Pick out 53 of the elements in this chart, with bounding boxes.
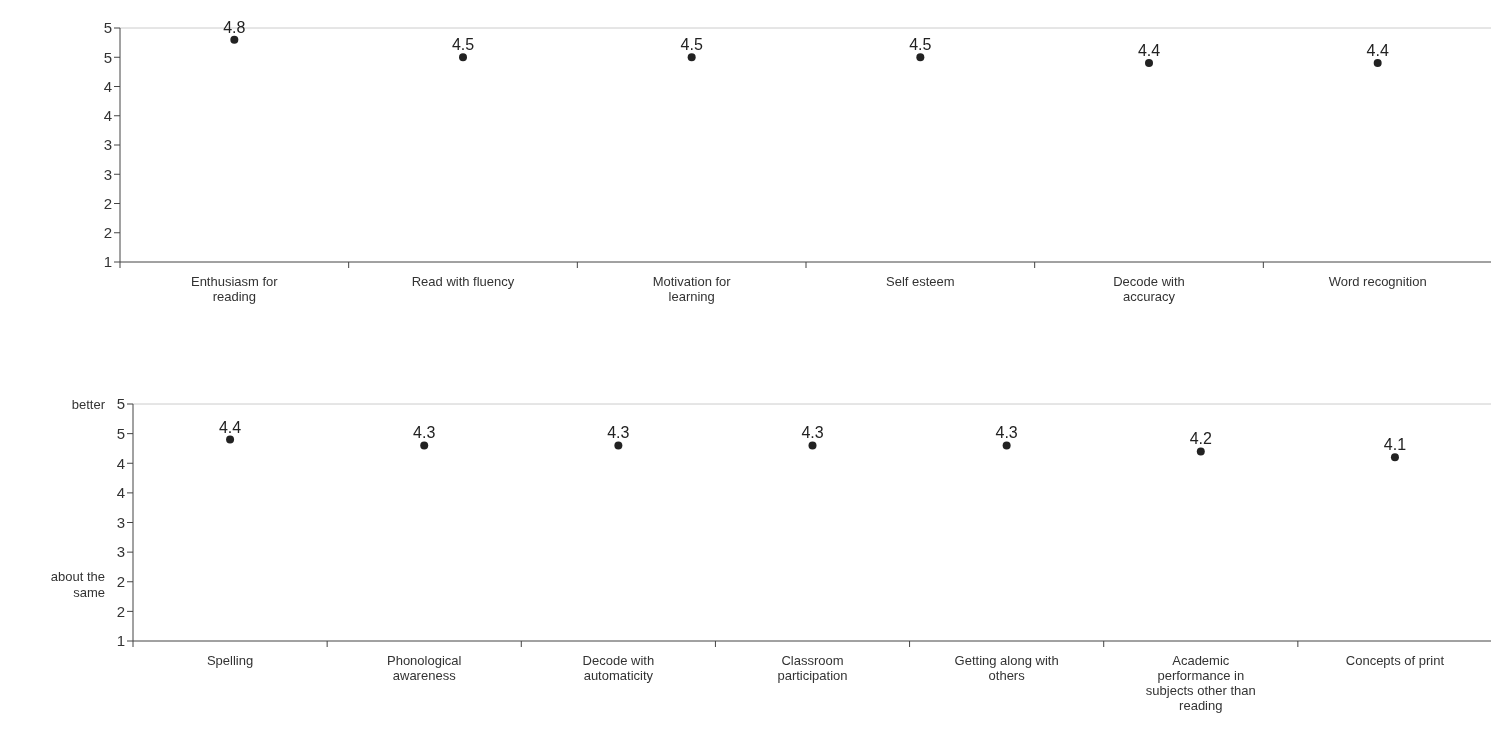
y-tick-label: 1 [103,253,112,271]
data-label: 4.2 [1189,430,1212,448]
text: better [71,396,106,412]
y-tick-label: 1 [116,632,125,650]
point [614,441,623,450]
x-tick-label: Getting along with others [954,653,1059,683]
x-tick-label: Decode with accuracy [1113,274,1185,304]
y-tick-label: 4 [103,107,112,124]
y-tick-label: 2 [103,224,112,241]
y-tick-label: 3 [103,165,112,183]
y-tick-label: 3 [116,543,125,561]
text: about the same [50,568,105,600]
x-tick-label: Word recognition [1328,274,1427,289]
point [1002,441,1011,450]
point [420,441,429,450]
y-tick-label: 5 [103,19,112,37]
y-tick-label: 5 [116,424,125,442]
point [1196,447,1205,456]
data-label: 4.3 [607,424,630,442]
data-label: 4.8 [223,18,246,36]
y-tick-label: 2 [116,573,125,590]
x-tick-label: Motivation for learning [652,274,732,304]
x-tick-label: Classroom participation [777,653,848,683]
x-tick-label: Phonological awareness [386,653,462,683]
y-tick-label: 3 [103,136,112,154]
point [808,441,817,450]
y-tick-label: 2 [116,602,125,620]
y-tick-label: 3 [116,513,125,531]
data-label: 4.5 [451,36,475,54]
y-tick-label: 4 [116,454,125,472]
x-tick-label: Decode with automaticity [582,653,655,683]
data-label: 4.5 [680,36,703,54]
y-tick-label: 5 [103,48,112,66]
data-label: 4.1 [1383,436,1407,454]
y-tick-label: 4 [116,484,125,502]
point [1390,453,1399,462]
point [226,435,235,444]
data-label: 4.4 [218,418,242,436]
x-tick-label: Spelling [206,653,254,668]
x-tick-label: Concepts of print [1345,653,1445,668]
y-tick-label: 4 [103,77,112,95]
x-tick-label: Self esteem [886,274,955,289]
y-tick-label: 2 [103,194,112,212]
data-label: 4.4 [1366,42,1389,60]
data-label: 4.4 [1137,42,1161,60]
data-label: 4.3 [995,424,1018,442]
x-tick-label: Enthusiasm for reading [190,274,279,304]
y-tick-label: 5 [116,395,125,413]
data-label: 4.3 [801,424,824,442]
data-label: 4.5 [909,36,932,54]
x-tick-label: Academic performance in subjects other than reading [1145,653,1256,713]
data-label: 4.3 [413,424,436,442]
x-tick-label: Read with fluency [411,274,515,289]
